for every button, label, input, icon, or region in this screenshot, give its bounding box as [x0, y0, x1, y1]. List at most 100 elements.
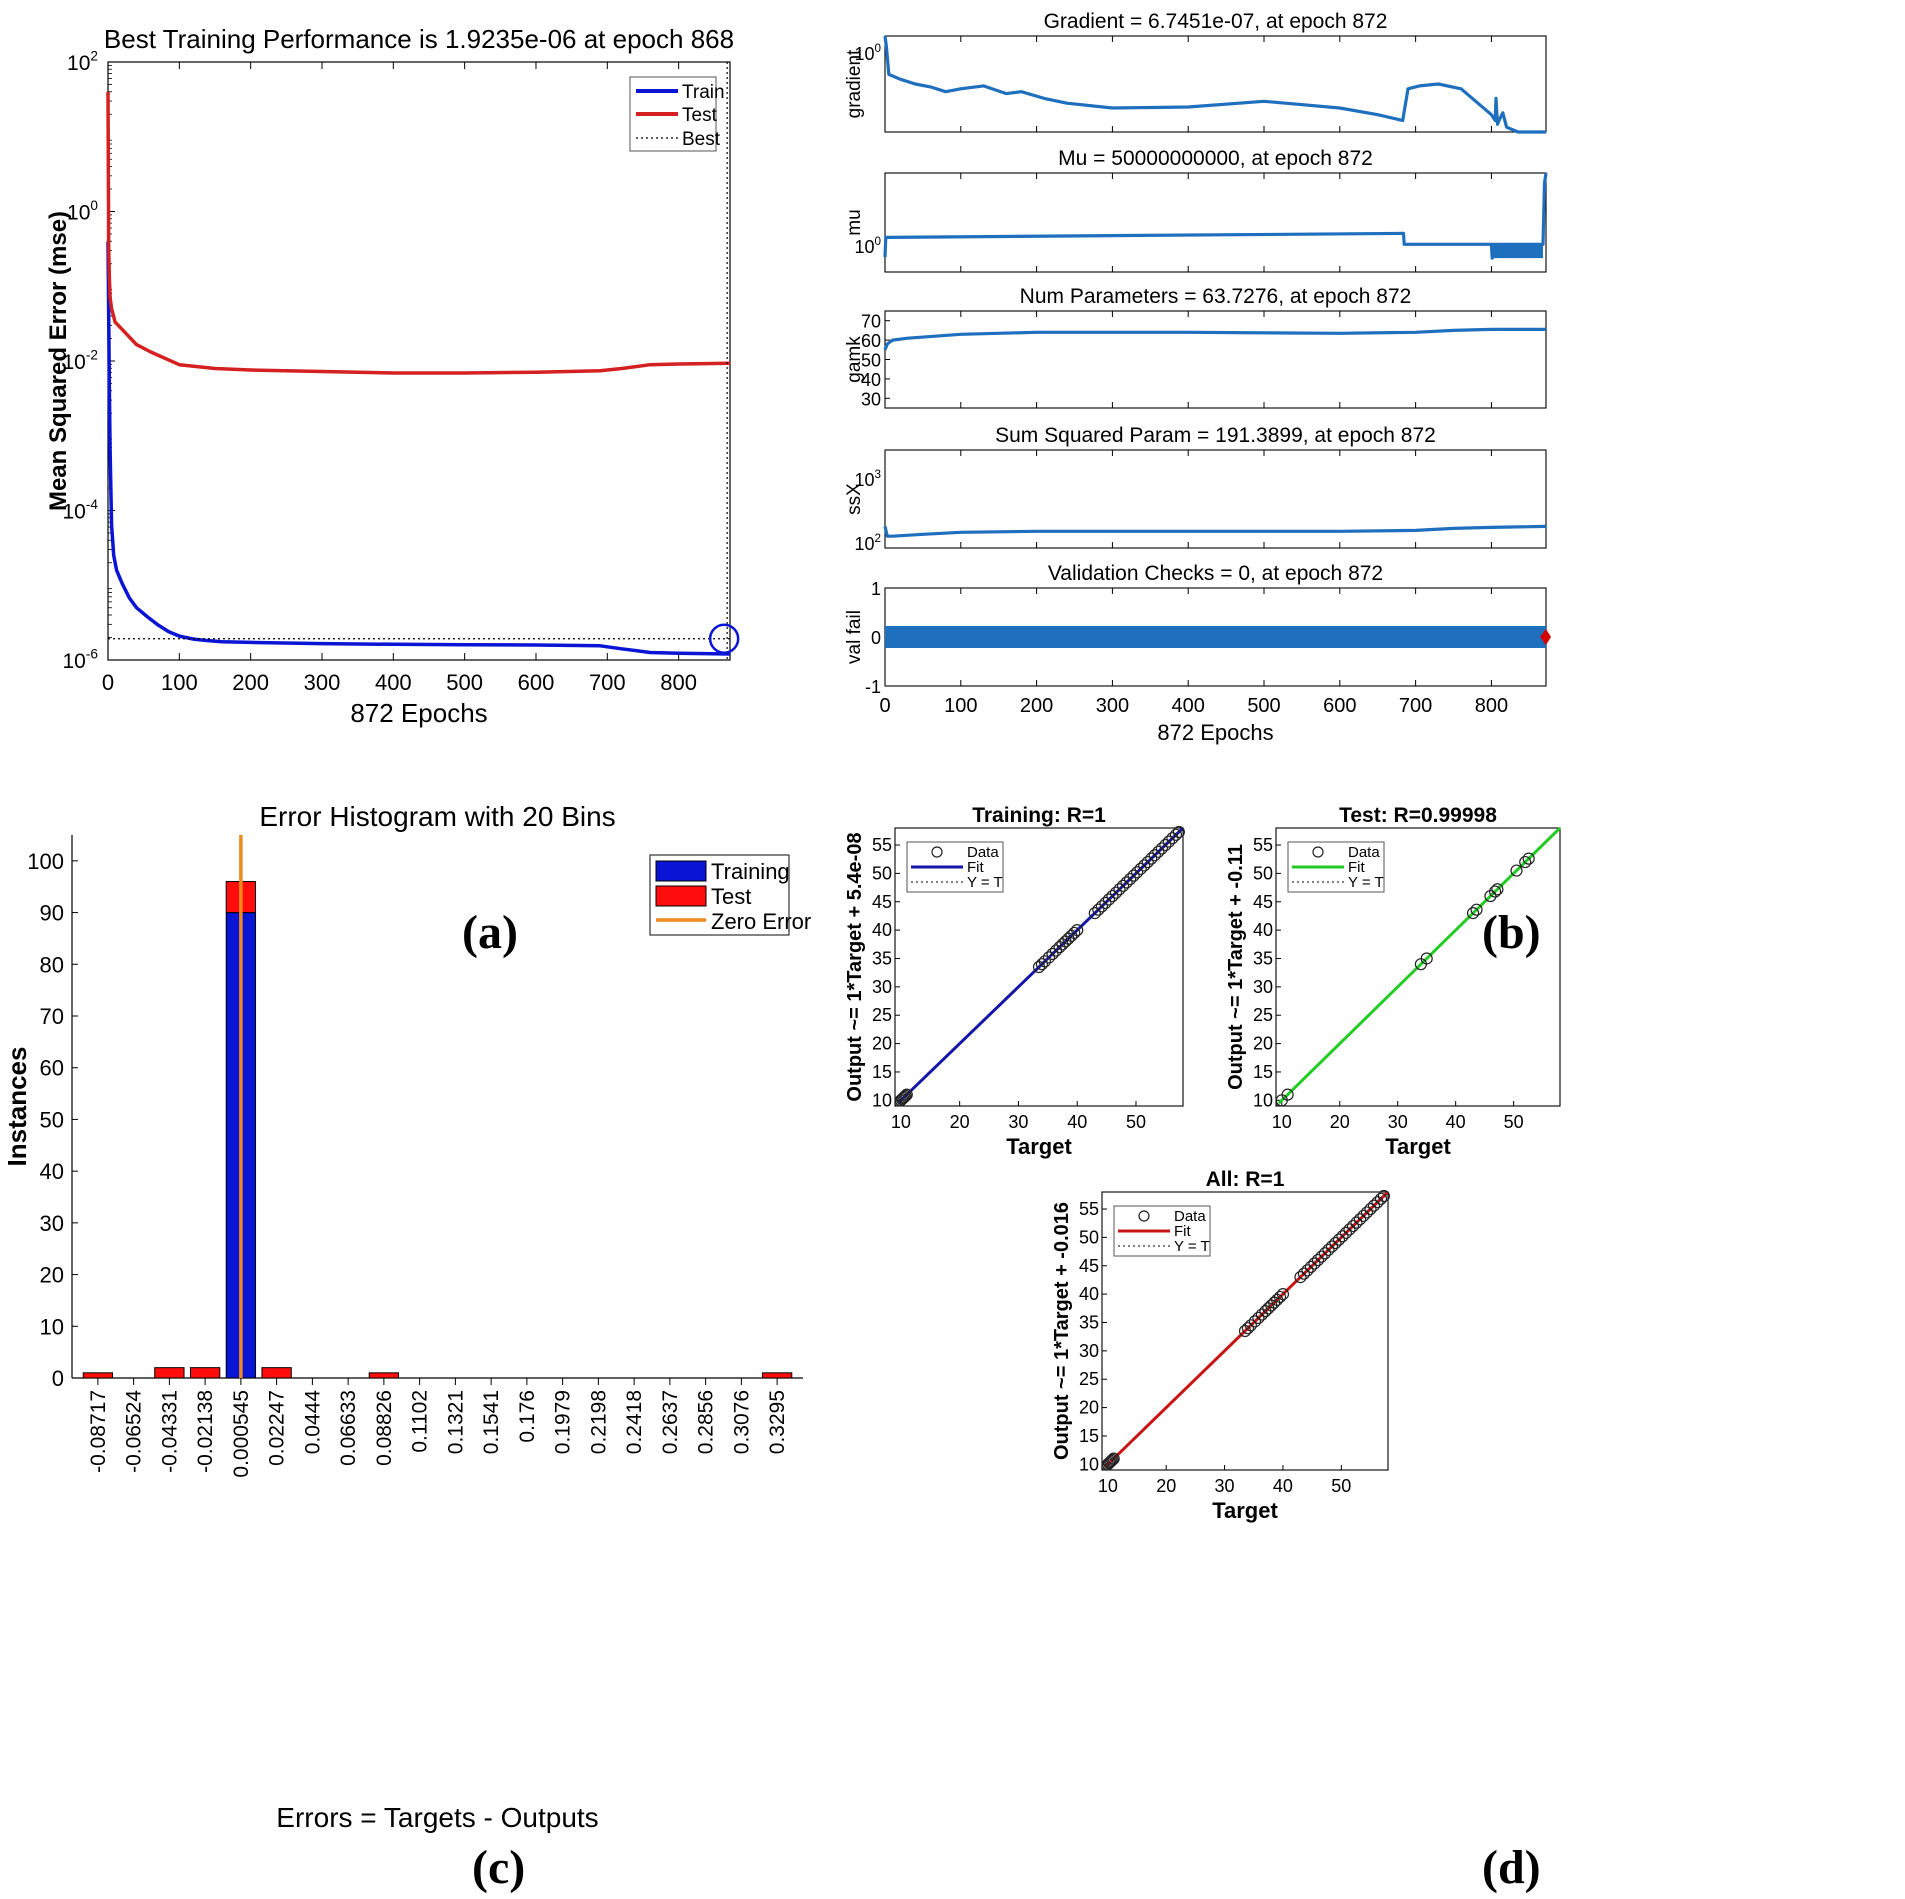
reg-data-point: [1131, 866, 1144, 879]
reg-data-point: [1339, 1226, 1353, 1239]
reg-ytick-label: 55: [872, 835, 892, 855]
state-ytick-label: 103: [854, 468, 881, 490]
reg-data-point: [1088, 907, 1101, 920]
perf-xlabel: 872 Epochs: [350, 698, 487, 728]
reg-data-point: [1304, 1260, 1318, 1273]
perf-ylabel: Mean Squared Error (mse): [45, 211, 72, 511]
reg-data-point: [1113, 883, 1126, 896]
reg-xlabel-1: Target: [1385, 1134, 1451, 1159]
reg-ylabel-0: Output ~= 1*Target + 5.4e-08: [844, 832, 866, 1101]
reg-legend-data: Data: [967, 844, 999, 861]
reg-data-point: [1466, 907, 1480, 920]
reg-xtick-label: 30: [1215, 1476, 1235, 1496]
hist-legend-test-swatch: [655, 885, 707, 907]
reg-data-point: [1491, 883, 1504, 896]
reg-data-point: [1353, 1213, 1367, 1226]
hist-ytick-label: 70: [40, 1004, 64, 1029]
state-ylabel-2: gamk: [844, 336, 865, 383]
reg-ytick-label: 30: [1253, 977, 1273, 997]
state-ytick-label: 0: [871, 628, 881, 648]
hist-ytick-label: 30: [40, 1211, 64, 1236]
reg-data-point: [1148, 849, 1161, 862]
perf-line-train: [106, 241, 731, 656]
reg-data-point: [1166, 832, 1179, 845]
reg-ytick-label: 40: [1253, 920, 1273, 940]
reg-legend-data-swatch: [931, 846, 943, 858]
perf-axes-box: [107, 61, 731, 661]
reg-ytick-label: 10: [1079, 1454, 1099, 1474]
perf-title: Best Training Performance is 1.9235e-06 …: [104, 24, 734, 54]
state-xtick-label: 400: [1172, 695, 1205, 717]
state-ylabel-4: val fail: [844, 610, 865, 664]
reg-data-point: [1336, 1230, 1349, 1243]
reg-ytick-label: 45: [1079, 1256, 1099, 1276]
reg-xtick-label: 20: [950, 1112, 970, 1132]
reg-data-point: [1488, 885, 1502, 898]
reg-data-point: [1244, 1319, 1257, 1332]
reg-data-point: [1071, 924, 1084, 937]
state-ytick-label: 1: [871, 579, 881, 599]
reg-data-point: [1346, 1219, 1360, 1233]
hist-xtick-label: 0.000545: [230, 1390, 253, 1478]
reg-ytick-label: 15: [1253, 1062, 1273, 1082]
reg-data-point: [1107, 1452, 1120, 1465]
hist-xtick-label: 0.2637: [659, 1390, 682, 1454]
reg-legend-data-swatch: [1312, 846, 1324, 858]
state-valfail-band: [885, 626, 1546, 648]
hist-legend-zero-error: Zero Error: [711, 909, 811, 934]
state-axes-1: [884, 172, 1547, 273]
hist-bar-test: [82, 1372, 114, 1379]
reg-data-point: [1035, 958, 1049, 971]
reg-xtick-label: 10: [1098, 1476, 1118, 1496]
reg-data-point: [1367, 1199, 1381, 1212]
perf-ytick-label: 10-4: [63, 497, 99, 523]
reg-ytick-label: 20: [1079, 1398, 1099, 1418]
hist-ytick-label: 0: [52, 1366, 64, 1391]
reg-data-point: [1252, 1311, 1265, 1325]
reg-data-point: [1350, 1216, 1363, 1229]
reg-ytick-label: 15: [1079, 1426, 1099, 1446]
hist-xtick-label: 0.2856: [695, 1390, 718, 1454]
reg-ytick-label: 25: [1079, 1369, 1099, 1389]
hist-xtick-label: 0.2418: [623, 1390, 646, 1454]
reg-ytick-label: 40: [872, 920, 892, 940]
reg-ytick-label: 35: [1253, 948, 1273, 968]
reg-ytick-label: 50: [1079, 1227, 1099, 1247]
reg-data-point: [900, 1088, 913, 1101]
reg-ytick-label: 10: [1253, 1090, 1273, 1110]
reg-data-point: [1162, 835, 1175, 848]
hist-xtick-label: 0.3295: [766, 1390, 789, 1454]
reg-ytick-label: 45: [872, 892, 892, 912]
reg-data-point: [1470, 903, 1483, 916]
reg-data-point: [1116, 879, 1130, 892]
hist-bar-test: [761, 1372, 793, 1379]
reg-data-point: [1106, 889, 1119, 903]
reg-data-point: [1297, 1267, 1311, 1280]
perf-xtick-label: 700: [589, 670, 626, 695]
reg-ytick-label: 55: [1079, 1199, 1099, 1219]
reg-xtick-label: 40: [1067, 1112, 1087, 1132]
state-valfail-marker: [1540, 629, 1551, 645]
perf-xtick-label: 600: [518, 670, 555, 695]
hist-ytick-label: 60: [40, 1056, 64, 1081]
reg-data-point: [1241, 1322, 1255, 1335]
hist-ytick-label: 10: [40, 1314, 64, 1339]
hist-legend-test: Test: [711, 884, 751, 909]
reg-data-point: [1322, 1243, 1335, 1256]
hist-xtick-label: 0.3076: [730, 1390, 753, 1454]
hist-xtick-label: 0.2198: [587, 1390, 610, 1454]
reg-title-1: Test: R=0.99998: [1339, 804, 1497, 827]
hist-ylabel: Instances: [2, 1047, 32, 1167]
perf-ytick-label: 10-2: [63, 348, 99, 374]
reg-ytick-label: 20: [1253, 1034, 1273, 1054]
perf-ytick-label: 102: [67, 49, 98, 75]
reg-data-point: [1159, 838, 1172, 852]
reg-xtick-label: 40: [1446, 1112, 1466, 1132]
perf-legend-test: Test: [682, 105, 718, 126]
reg-data-point: [1357, 1209, 1370, 1222]
reg-data-point: [1145, 852, 1158, 865]
reg-ytick-label: 50: [1253, 863, 1273, 883]
state-ylabel-3: ssX: [844, 483, 865, 515]
reg-data-point: [1068, 926, 1081, 940]
hist-xtick-label: 0.176: [516, 1390, 539, 1443]
